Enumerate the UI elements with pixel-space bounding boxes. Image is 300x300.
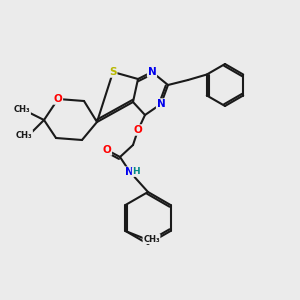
Text: O: O: [134, 125, 142, 135]
Text: CH₃: CH₃: [14, 106, 30, 115]
Text: H: H: [132, 167, 140, 176]
Text: S: S: [109, 67, 117, 77]
Text: O: O: [103, 145, 111, 155]
Text: O: O: [54, 94, 62, 104]
Text: N: N: [157, 99, 165, 109]
Text: CH₃: CH₃: [143, 235, 160, 244]
Text: N: N: [124, 167, 134, 177]
Text: CH₃: CH₃: [16, 130, 32, 140]
Text: N: N: [148, 67, 156, 77]
